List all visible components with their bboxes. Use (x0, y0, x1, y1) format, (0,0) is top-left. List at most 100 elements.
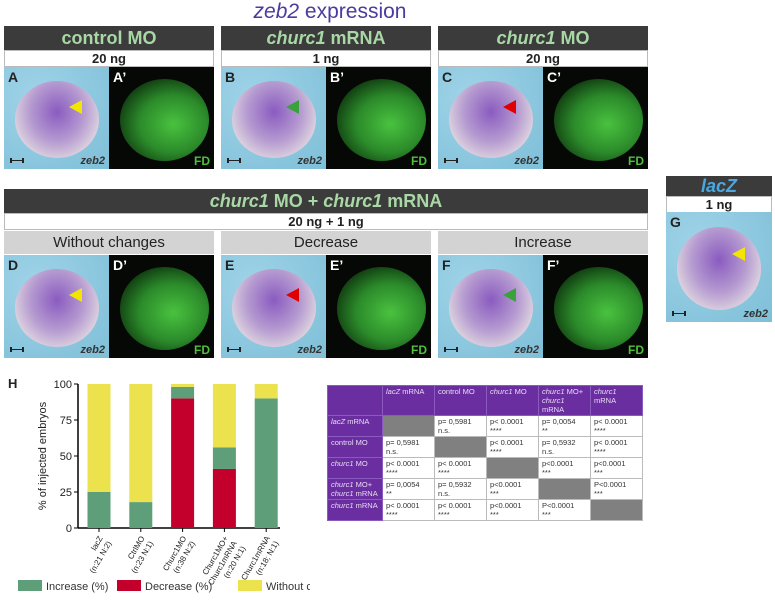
p-value: p= 0,5981 (438, 417, 472, 426)
embryo (14, 81, 99, 158)
p-value-cell: p<0.0001 *** (590, 457, 643, 479)
fluorescence-image: E’ FD (326, 255, 431, 358)
cell-text: mRNA (347, 417, 370, 426)
dose-label: 20 ng + 1 ng (4, 213, 648, 230)
panel-letter: G (670, 214, 681, 230)
panel-letter: F (442, 257, 451, 273)
panel-letter: F’ (547, 257, 560, 273)
column-header: churc1 mRNA (590, 385, 643, 416)
legend-label: Decrease (%) (145, 581, 212, 593)
x-tick-label: lacZ(n:21 N:2) (79, 534, 113, 575)
legend-swatch (117, 580, 141, 591)
embryo (448, 81, 533, 158)
scale-bar-icon (227, 158, 241, 163)
cell-text: churc1 (594, 387, 617, 396)
header-italic: churc1 (496, 28, 556, 48)
fd-label: FD (628, 154, 644, 168)
scale-bar-icon (10, 347, 24, 352)
table-row: churc1 mRNA p< 0.0001 **** p< 0.0001 **** p<… (327, 499, 643, 521)
bar-segment (87, 492, 111, 528)
header-text: control MO (61, 28, 157, 48)
embryo-image: zeb2 G (666, 212, 772, 322)
p-value: p<0.0001 (490, 501, 522, 510)
cell-text: lacZ (331, 417, 346, 426)
p-value-cell: p<0.0001 *** (538, 457, 591, 479)
panel-letter: D (8, 257, 19, 273)
p-value: p= 0,5932 (542, 438, 576, 447)
y-axis-label: % of injected embryos (37, 401, 49, 510)
p-value-cell: p< 0.0001 **** (486, 415, 539, 437)
significance: ** (386, 489, 392, 498)
arrowhead-icon (69, 287, 83, 302)
fd-label: FD (411, 154, 427, 168)
bar-segment (129, 384, 153, 503)
embryo (231, 269, 316, 347)
header-text: mRNA (325, 28, 386, 48)
arrowhead-icon (286, 287, 300, 302)
bar-segment (171, 398, 195, 528)
scale-bar-icon (444, 347, 458, 352)
p-value: p< 0.0001 (490, 438, 524, 447)
fd-label: FD (194, 154, 210, 168)
p-value: p= 0,5932 (438, 480, 472, 489)
p-value: p= 0,0054 (386, 480, 420, 489)
bar-segment (171, 386, 195, 399)
significance: ** (542, 426, 548, 435)
stacked-bar-chart: 0 25 50 75 100 % of injected embryos lacZ(n:21… (18, 379, 310, 593)
cell-text: control MO (331, 438, 368, 447)
cell-text: churc1 (542, 396, 565, 405)
embryo (448, 269, 533, 347)
bar-segment (212, 447, 236, 469)
embryo (231, 81, 316, 158)
significance: **** (594, 426, 606, 435)
dose-label: 1 ng (221, 50, 431, 67)
panel-letter: A’ (113, 69, 127, 85)
x-tick-label: Churc1MO(n:38 N:2) (161, 534, 197, 577)
panel-letter: E (225, 257, 235, 273)
scale-bar-icon (227, 347, 241, 352)
figure-title: zeb2 expression (0, 0, 660, 24)
row-header: churc1 MO (327, 457, 383, 479)
panel-letter: E’ (330, 257, 344, 273)
legend-swatch (18, 580, 42, 591)
group-header: churc1 MO (438, 26, 648, 50)
gene-label: zeb2 (297, 155, 322, 167)
p-value-cell: p< 0.0001 **** (486, 436, 539, 458)
fluorescence-image: F’ FD (543, 255, 648, 358)
y-tick-label: 0 (66, 523, 72, 535)
fd-label: FD (411, 343, 427, 357)
column-header: control MO (434, 385, 487, 416)
p-value-cell: p<0.0001 *** (486, 478, 539, 500)
fd-label: FD (194, 343, 210, 357)
p-value: p< 0.0001 (594, 417, 628, 426)
panel-letter: C’ (547, 69, 561, 85)
p-value-cell: p< 0.0001 **** (590, 415, 643, 437)
outcome-subheader: Increase (438, 231, 648, 254)
p-value-cell: p= 0,5932 n.s. (434, 478, 487, 500)
significance: n.s. (542, 447, 555, 456)
significance: n.s. (438, 489, 451, 498)
group-header: churc1 mRNA (221, 26, 431, 50)
statistics-table: lacZ mRNA control MO churc1 MO churc1 MO… (327, 385, 643, 521)
p-value-cell: p= 0,5981 n.s. (382, 436, 435, 458)
header-text: mRNA (382, 191, 443, 211)
significance: n.s. (386, 447, 399, 456)
header-text: churc1 (209, 191, 269, 211)
p-value: p< 0.0001 (438, 501, 472, 510)
bar-segment (212, 384, 236, 448)
bar-segment (129, 502, 153, 528)
embryo-image: zeb2 B (221, 67, 326, 169)
cell-text: mRNA (594, 396, 617, 405)
p-value-cell: p< 0.0001 **** (590, 436, 643, 458)
panel-label-h: H (8, 376, 18, 391)
p-value: P<0.0001 (542, 501, 575, 510)
title-text: expression (299, 0, 407, 23)
embryo (14, 269, 99, 347)
fd-label: FD (628, 343, 644, 357)
significance: *** (594, 489, 603, 498)
arrowhead-icon (503, 287, 517, 302)
gene-label: zeb2 (80, 344, 105, 356)
p-value-cell: p< 0.0001 **** (382, 457, 435, 479)
p-value-cell: p<0.0001 *** (486, 499, 539, 521)
table-row: lacZ mRNA p= 0,5981 n.s. p< 0.0001 **** p= 0… (327, 415, 643, 437)
